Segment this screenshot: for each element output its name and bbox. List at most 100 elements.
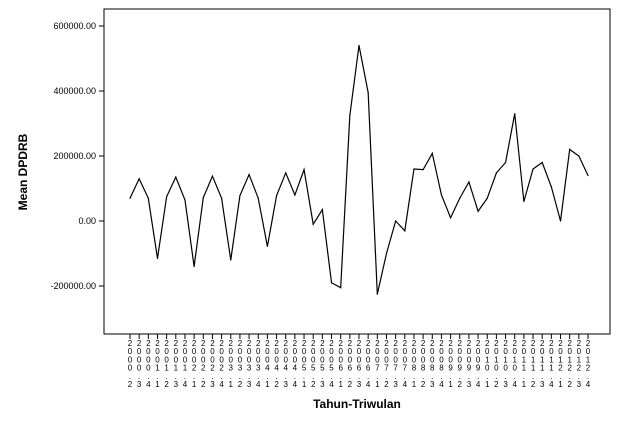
data-point — [184, 199, 186, 201]
data-point — [239, 195, 241, 197]
data-point — [431, 152, 433, 154]
data-point — [211, 175, 214, 177]
data-point — [578, 155, 580, 157]
data-point — [404, 230, 406, 232]
data-point — [587, 174, 589, 177]
data-point — [303, 169, 305, 171]
data-point — [129, 197, 131, 199]
data-point — [541, 161, 543, 164]
data-point — [340, 287, 342, 289]
data-point — [294, 194, 296, 196]
data-point — [532, 168, 534, 170]
data-point — [523, 200, 525, 203]
data-point — [275, 195, 278, 197]
data-point — [349, 114, 351, 116]
data-point — [230, 259, 232, 261]
data-point — [266, 245, 268, 247]
y-tick-label: 200000.00 — [53, 151, 96, 161]
data-point — [202, 197, 204, 199]
data-point — [285, 172, 287, 174]
plot-frame — [103, 8, 611, 335]
data-point — [440, 194, 443, 196]
y-axis-title: Mean DPDRB — [16, 133, 30, 210]
data-point — [330, 282, 333, 284]
data-point — [358, 44, 360, 47]
series-line — [129, 45, 589, 295]
data-point — [138, 178, 140, 180]
y-tick-label: 0.00 — [78, 216, 96, 226]
data-point — [193, 265, 195, 268]
data-point — [468, 181, 470, 183]
data-point — [321, 209, 323, 211]
series-points — [129, 44, 589, 295]
data-point — [156, 257, 159, 259]
data-point — [422, 169, 424, 171]
data-point — [569, 148, 571, 151]
x-axis-title: Tahun-Triwulan — [313, 397, 401, 411]
x-axis: 2 0 0 0. 2 2 0 0 0. 3 2 0 0 0. 4 2 0 0 1. 1 2 0 0 1. 2 2 0 0 1. 3 2 0 0 1… — [128, 334, 591, 389]
data-point — [175, 176, 177, 178]
data-point — [166, 196, 168, 198]
data-point — [395, 220, 397, 222]
data-point — [257, 197, 259, 199]
data-point — [312, 223, 314, 225]
data-point — [459, 197, 461, 199]
data-point — [376, 293, 378, 295]
y-tick-label: -200000.00 — [50, 281, 96, 291]
data-point — [450, 217, 452, 219]
data-point — [514, 113, 516, 115]
data-point — [147, 197, 149, 199]
data-point — [221, 197, 223, 199]
y-tick-label: 600000.00 — [53, 21, 96, 31]
data-point — [248, 173, 250, 176]
data-point — [413, 168, 415, 170]
y-axis: 600000.00 400000.00 200000.00 0.00 -200000.0… — [50, 21, 104, 291]
data-point — [385, 252, 388, 255]
data-point — [486, 197, 488, 199]
data-point — [550, 186, 552, 188]
